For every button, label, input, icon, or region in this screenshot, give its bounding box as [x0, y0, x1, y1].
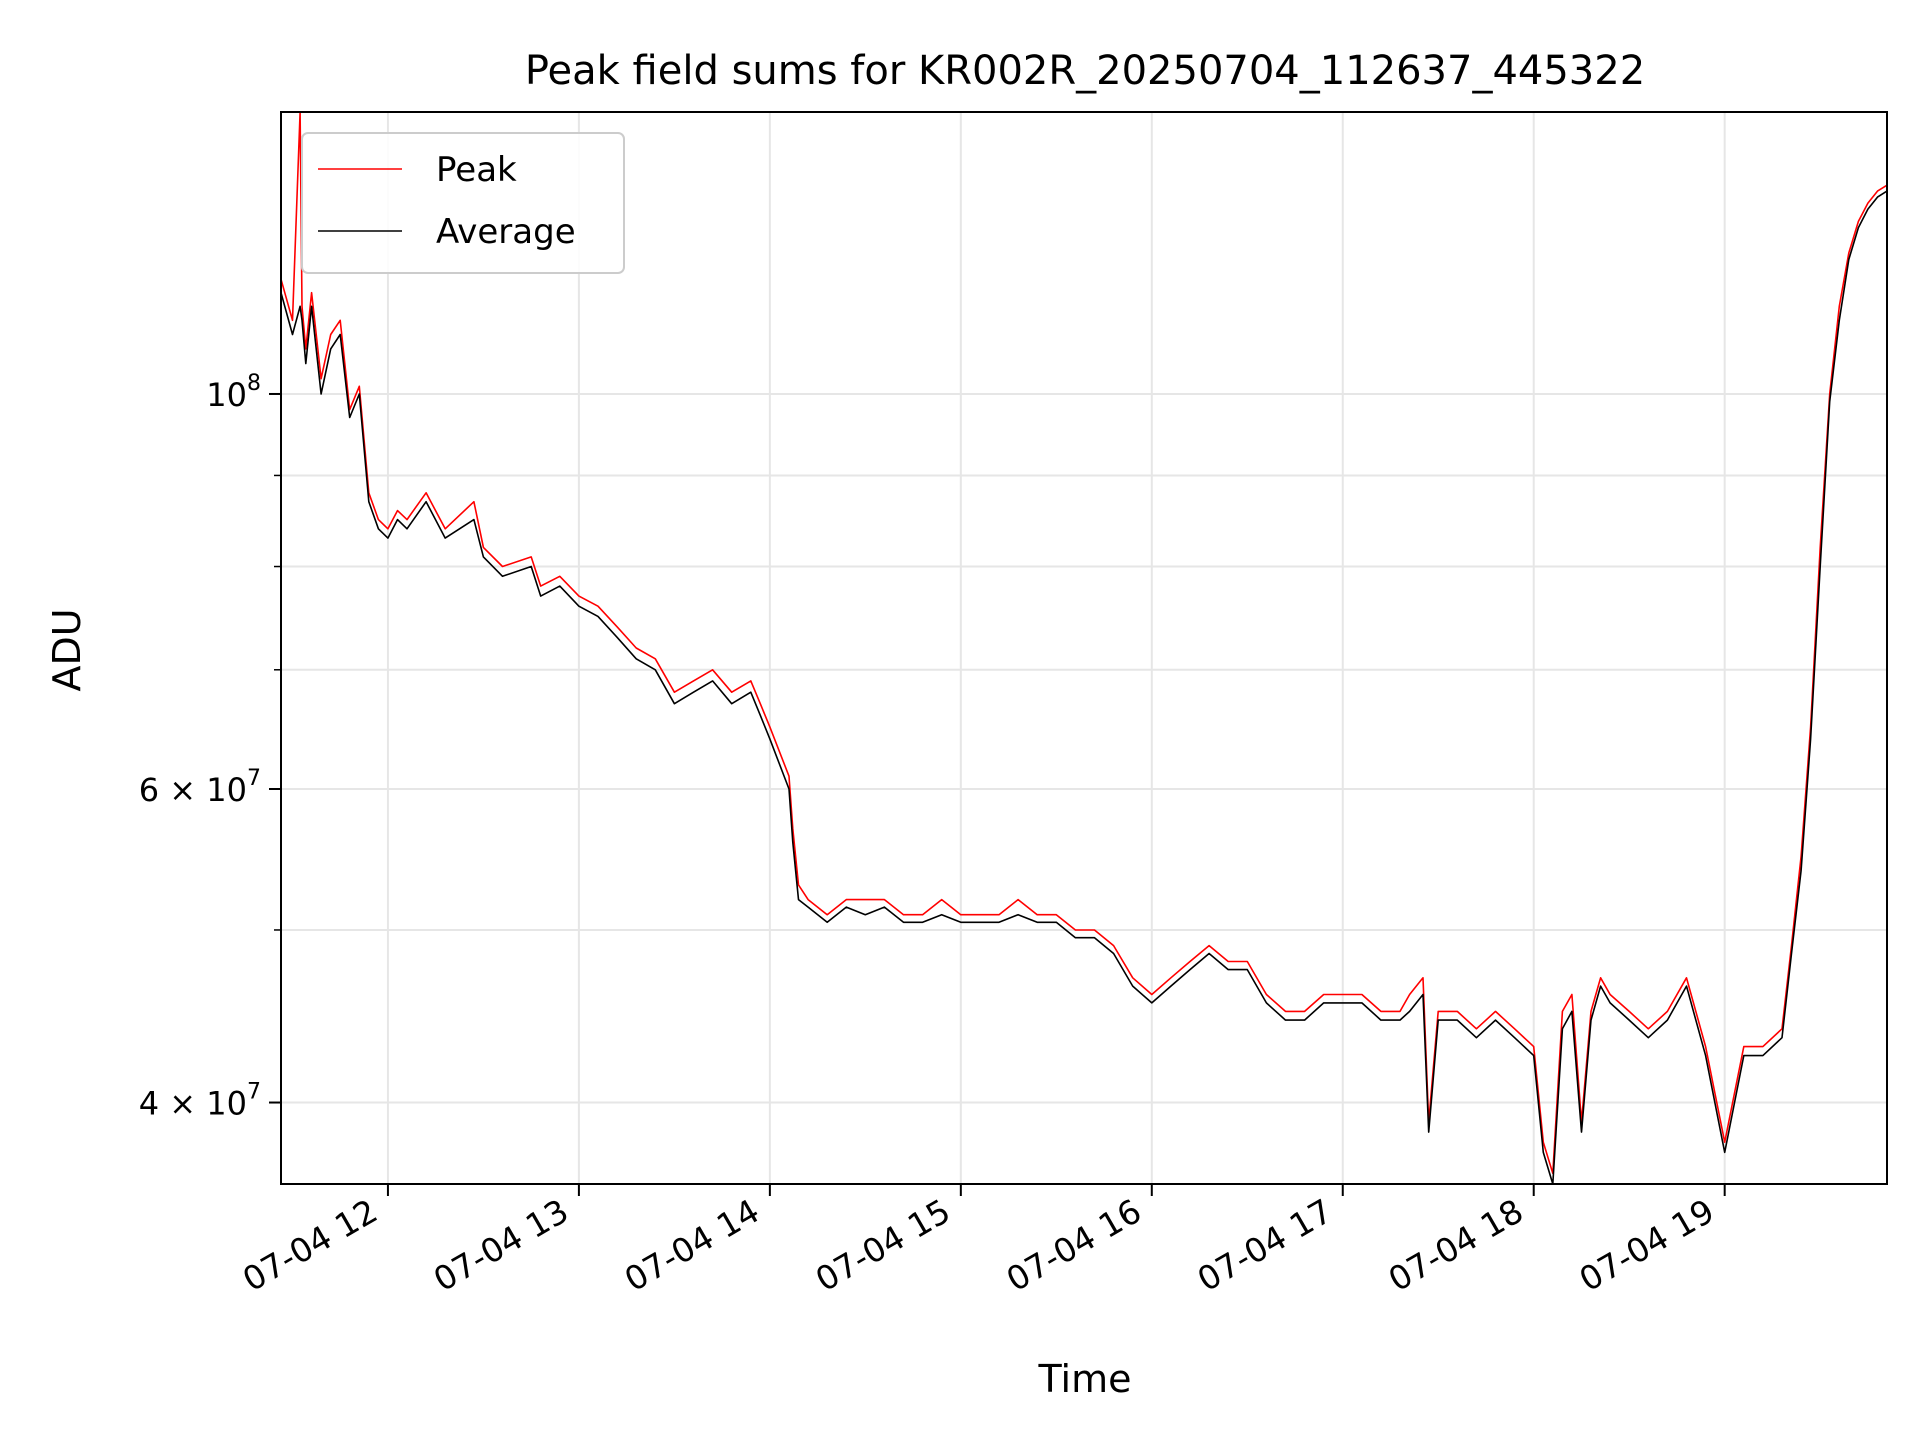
- y-tick-label: 6 × 107: [139, 766, 261, 809]
- legend-label: Average: [436, 212, 576, 252]
- series-line-average: [280, 190, 1888, 1185]
- series-line-peak: [280, 111, 1888, 1175]
- x-axis-label: Time: [1038, 1357, 1132, 1401]
- y-axis-label: ADU: [45, 608, 89, 691]
- legend: Peak Average: [301, 132, 625, 274]
- y-tick-label: 108: [206, 371, 261, 414]
- y-tick-label: 4 × 107: [139, 1080, 261, 1123]
- legend-box: [301, 132, 625, 274]
- legend-label: Peak: [436, 150, 517, 190]
- chart-title: Peak field sums for KR002R_20250704_1126…: [525, 48, 1645, 94]
- grid: [281, 112, 1887, 1184]
- series-layer: [280, 111, 1888, 1185]
- plot-frame: [280, 111, 1888, 1185]
